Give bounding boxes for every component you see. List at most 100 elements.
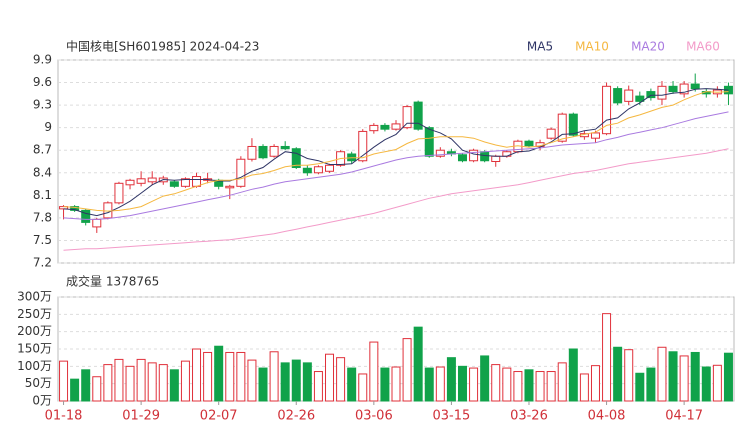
y-tick-label: 9.6 (33, 75, 52, 89)
candle-body (325, 164, 335, 172)
volume-bar (225, 351, 235, 402)
candle-body (613, 88, 623, 104)
candle-body (313, 166, 323, 174)
candle-body (280, 145, 290, 150)
candle-body (169, 181, 179, 187)
candle-body (70, 206, 80, 211)
volume-bar (723, 352, 733, 402)
candle-body (125, 179, 135, 186)
volume-bar (347, 367, 357, 402)
volume-bar (214, 345, 224, 402)
candle-body (380, 124, 390, 130)
candle-body (413, 101, 423, 130)
candle-body (225, 185, 235, 189)
volume-bar (280, 362, 290, 402)
ma-line (63, 88, 729, 217)
candle-body (435, 149, 445, 157)
volume-bar (302, 362, 312, 402)
volume-title: 成交量 1378765 (66, 274, 159, 289)
y-tick-label: 200万 (17, 324, 52, 338)
volume-bar (59, 360, 69, 402)
volume-bar (557, 362, 567, 402)
legend-entry: MA10 (575, 40, 609, 54)
y-tick-label: 50万 (25, 376, 52, 390)
volume-bar (568, 348, 578, 402)
volume-bar (136, 358, 146, 402)
volume-bar (103, 364, 113, 402)
candle-body (258, 145, 268, 159)
x-tick-label: 03-15 (433, 409, 471, 424)
y-tick-label: 250万 (17, 307, 52, 321)
volume-bar (469, 367, 479, 402)
y-tick-label: 8.1 (33, 188, 52, 202)
candle-body (180, 178, 190, 187)
ma-line (63, 91, 729, 212)
candle-body (302, 167, 312, 174)
candle-body (391, 123, 401, 130)
volume-bar (712, 364, 722, 402)
candle-body (369, 124, 379, 132)
volume-bar (203, 351, 213, 402)
x-tick-label: 03-26 (510, 409, 548, 424)
volume-bar (269, 351, 279, 402)
y-tick-label: 7.2 (33, 256, 52, 270)
volume-bar (236, 351, 246, 402)
candle-body (602, 85, 612, 135)
candle-body (480, 151, 490, 162)
volume-bar (391, 366, 401, 402)
ma-line (63, 148, 729, 251)
legend-entry: MA60 (686, 40, 720, 54)
candle-body (524, 140, 534, 147)
candle-body (358, 130, 368, 162)
candle-body (679, 83, 689, 95)
candle-body (491, 155, 501, 162)
candle-body (568, 113, 578, 136)
volume-bar (180, 360, 190, 402)
legend-entry: MA20 (631, 40, 665, 54)
y-tick-label: 0万 (32, 394, 52, 408)
candle-body (402, 106, 412, 129)
volume-bar (313, 371, 323, 402)
x-tick-label: 04-08 (588, 409, 626, 424)
candle-body (624, 89, 634, 102)
y-tick-label: 9.3 (33, 98, 52, 112)
volume-bar (624, 349, 634, 402)
volume-bar (457, 365, 467, 402)
volume-bar (668, 351, 678, 402)
volume-bar (247, 359, 257, 402)
volume-bar (701, 366, 711, 402)
volume-bar (147, 362, 157, 402)
y-tick-label: 100万 (17, 359, 52, 373)
volume-bar (502, 367, 512, 402)
y-tick-label: 150万 (17, 342, 52, 356)
candle-body (668, 85, 678, 93)
y-tick-label: 8.4 (33, 165, 52, 179)
volume-bar (114, 358, 124, 402)
volume-bar (70, 378, 80, 402)
candle-body (291, 148, 301, 169)
volume-bar (369, 341, 379, 402)
y-tick-label: 8.7 (33, 143, 52, 157)
volume-bar (524, 369, 534, 402)
x-tick-label: 04-17 (665, 409, 703, 424)
volume-bar (513, 371, 523, 402)
candle-body (103, 202, 113, 219)
candle-body (236, 158, 246, 187)
candle-body (557, 113, 567, 142)
candle-body (657, 85, 667, 100)
volume-bar (125, 365, 135, 402)
volume-bar (158, 364, 168, 402)
volume-bar (546, 371, 556, 402)
volume-bar (169, 369, 179, 402)
candle-body (92, 218, 102, 228)
volume-bar (613, 346, 623, 402)
candle-body (469, 149, 479, 162)
volume-bar (635, 372, 645, 402)
legend-entry: MA5 (527, 40, 553, 54)
candle-body (136, 178, 146, 184)
volume-bar (535, 371, 545, 402)
candle-body (114, 182, 124, 204)
x-tick-label: 02-07 (200, 409, 238, 424)
ma-line (63, 111, 729, 220)
